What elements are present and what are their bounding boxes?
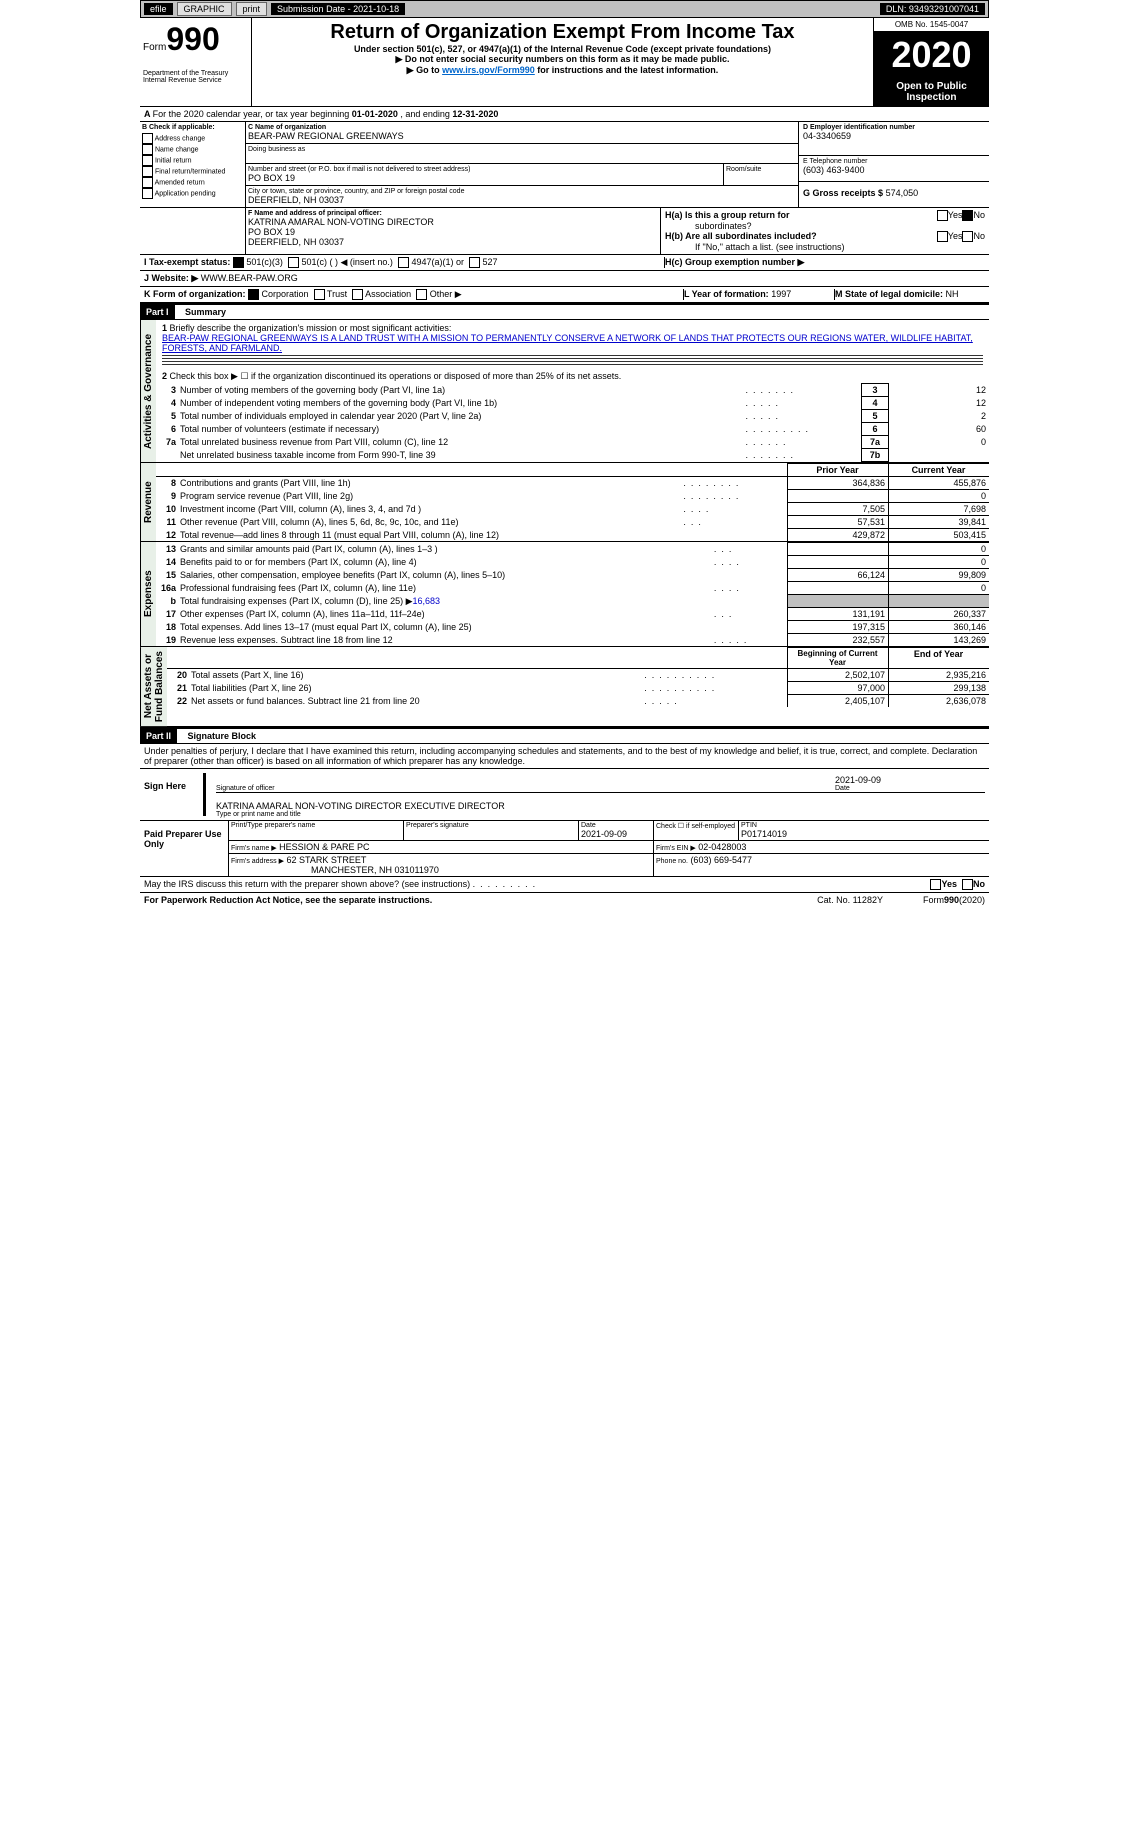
section-f: F Name and address of principal officer:… [246,208,661,254]
mission-text: BEAR-PAW REGIONAL GREENWAYS IS A LAND TR… [162,333,983,353]
print-button[interactable]: print [236,2,268,16]
declaration-text: Under penalties of perjury, I declare th… [140,744,989,769]
gross-receipts: 574,050 [886,188,919,198]
efile-label: efile [144,3,173,15]
irs-link[interactable]: www.irs.gov/Form990 [442,65,535,75]
footer-row: For Paperwork Reduction Act Notice, see … [140,893,989,907]
year-box: OMB No. 1545-0047 2020 Open to Public In… [874,18,989,106]
section-h: H(a) Is this a group return forYes No su… [661,208,989,254]
part2-header: Part II Signature Block [140,727,989,744]
top-toolbar: efile GRAPHIC print Submission Date - 20… [140,0,989,18]
phone: (603) 463-9400 [803,165,985,175]
section-b: B Check if applicable: Address change Na… [140,122,246,207]
section-klm: K Form of organization: Corporation Trus… [140,287,989,303]
graphic-button[interactable]: GRAPHIC [177,2,232,16]
submission-date: Submission Date - 2021-10-18 [271,3,405,15]
form-number-box: Form990 Department of the Treasury Inter… [140,18,252,106]
org-name: BEAR-PAW REGIONAL GREENWAYS [248,131,796,141]
section-c: C Name of organization BEAR-PAW REGIONAL… [246,122,798,207]
page-title: Return of Organization Exempt From Incom… [255,21,870,44]
section-i: I Tax-exempt status: 501(c)(3) 501(c) ( … [140,255,989,271]
tax-year-row: A For the 2020 calendar year, or tax yea… [140,107,989,122]
sign-here-block: Sign Here Signature of officer 2021-09-0… [140,769,989,821]
ein: 04-3340659 [803,131,985,141]
website: WWW.BEAR-PAW.ORG [201,273,298,283]
netassets-label: Net Assets or Fund Balances [140,647,167,726]
section-hc: H(c) Group exemption number ▶ [664,257,985,268]
form-title-box: Return of Organization Exempt From Incom… [252,18,874,106]
governance-label: Activities & Governance [140,320,156,462]
discuss-row: May the IRS discuss this return with the… [140,877,989,893]
section-d-e-g: D Employer identification number 04-3340… [798,122,989,207]
part1-header: Part I Summary [140,303,989,320]
section-j: J Website: ▶ WWW.BEAR-PAW.ORG [140,271,989,287]
expenses-label: Expenses [140,542,156,646]
paid-preparer-block: Paid Preparer Use Only Print/Type prepar… [140,821,989,877]
revenue-label: Revenue [140,463,156,541]
dln: DLN: 93493291007041 [880,3,985,15]
